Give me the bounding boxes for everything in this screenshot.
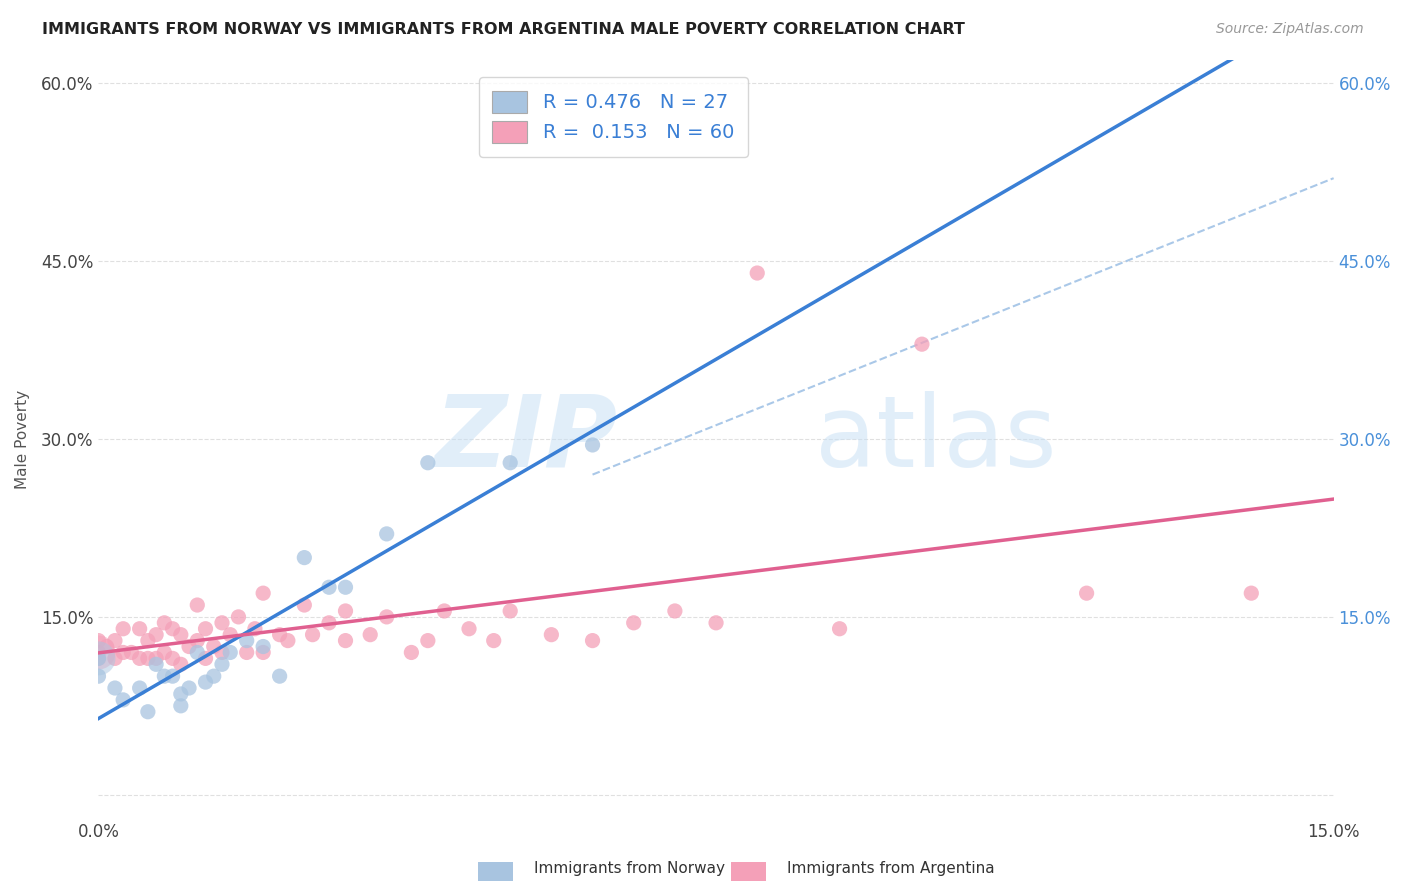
Point [112,693,135,707]
Point [177,681,200,695]
Text: ZIP: ZIP [434,391,617,488]
Point [104,651,127,665]
Point [153,669,176,683]
Point [162,622,184,636]
Point [170,657,193,672]
Point [623,615,645,630]
Point [186,633,208,648]
Point [252,586,274,600]
Point [202,640,225,654]
Point [318,580,340,594]
Point [228,610,250,624]
Point [1240,586,1263,600]
Point [211,657,233,672]
Point [145,628,167,642]
Point [96,640,118,654]
Point [292,550,315,565]
Point [581,438,603,452]
Text: Immigrants from Norway: Immigrants from Norway [534,861,725,876]
Text: Source: ZipAtlas.com: Source: ZipAtlas.com [1216,22,1364,37]
Point [482,633,505,648]
Point [104,681,127,695]
Point [128,681,150,695]
Point [664,604,686,618]
Point [194,622,217,636]
Point [1076,586,1098,600]
Point [828,622,851,636]
Point [128,651,150,665]
Point [194,675,217,690]
Point [581,633,603,648]
Point [153,615,176,630]
Point [252,640,274,654]
Point [136,651,159,665]
Point [87,645,110,659]
Point [375,610,398,624]
Point [87,645,110,659]
Point [747,266,769,280]
Point [145,657,167,672]
Point [458,622,481,636]
Point [145,651,167,665]
Point [219,628,242,642]
Point [87,651,110,665]
Point [292,598,315,612]
Point [162,669,184,683]
Point [112,645,135,659]
Point [87,651,110,665]
Point [87,651,110,665]
Point [170,698,193,713]
Point [433,604,456,618]
Point [219,645,242,659]
Point [277,633,299,648]
Point [335,580,357,594]
Point [318,615,340,630]
Point [269,669,291,683]
Point [269,628,291,642]
Text: atlas: atlas [815,391,1056,488]
Text: Immigrants from Argentina: Immigrants from Argentina [787,861,995,876]
Point [252,645,274,659]
Point [540,628,562,642]
Point [235,633,257,648]
Point [211,615,233,630]
Point [202,669,225,683]
Point [87,633,110,648]
Point [170,687,193,701]
Point [499,456,522,470]
Point [499,604,522,618]
Point [335,604,357,618]
Point [186,645,208,659]
Point [136,633,159,648]
Point [211,645,233,659]
Point [704,615,727,630]
Legend: R = 0.476   N = 27, R =  0.153   N = 60: R = 0.476 N = 27, R = 0.153 N = 60 [479,77,748,157]
Point [243,622,266,636]
Y-axis label: Male Poverty: Male Poverty [15,390,30,489]
Point [136,705,159,719]
Point [301,628,323,642]
Point [128,622,150,636]
Point [194,651,217,665]
Point [335,633,357,648]
Point [120,645,142,659]
Text: IMMIGRANTS FROM NORWAY VS IMMIGRANTS FROM ARGENTINA MALE POVERTY CORRELATION CHA: IMMIGRANTS FROM NORWAY VS IMMIGRANTS FRO… [42,22,965,37]
Point [87,669,110,683]
Point [153,645,176,659]
Point [186,598,208,612]
Point [401,645,423,659]
Point [112,622,135,636]
Point [177,640,200,654]
Point [104,633,127,648]
Point [416,456,439,470]
Point [162,651,184,665]
Point [375,527,398,541]
Point [170,628,193,642]
Point [235,645,257,659]
Point [911,337,934,351]
Point [416,633,439,648]
Point [359,628,381,642]
